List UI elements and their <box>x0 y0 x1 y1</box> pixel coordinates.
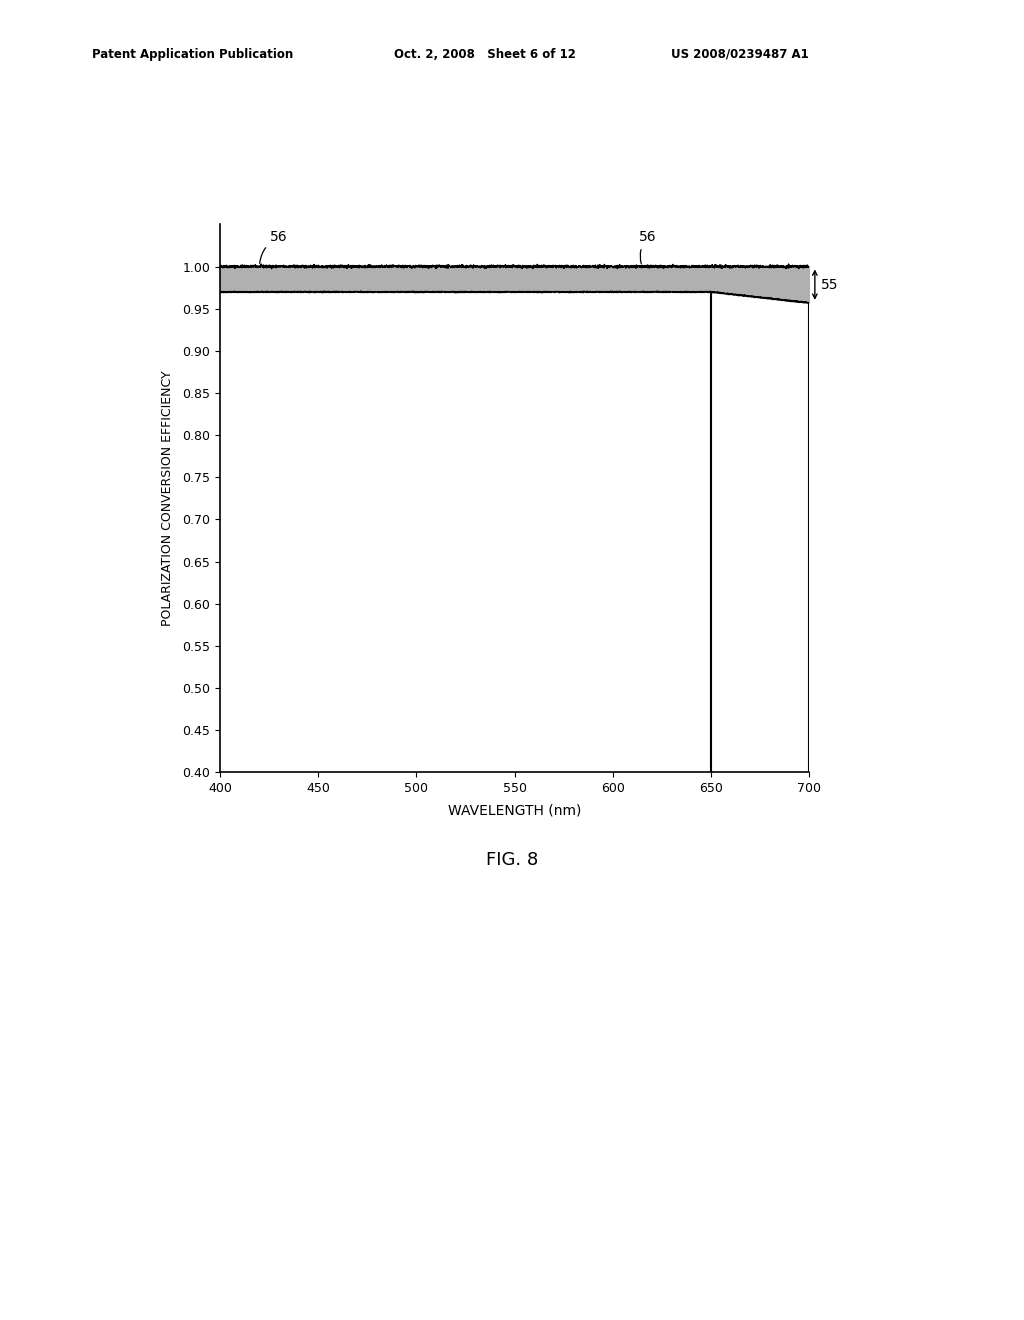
Y-axis label: POLARIZATION CONVERSION EFFICIENCY: POLARIZATION CONVERSION EFFICIENCY <box>161 371 174 626</box>
Text: 56: 56 <box>260 230 288 264</box>
X-axis label: WAVELENGTH (nm): WAVELENGTH (nm) <box>447 804 582 817</box>
Text: 55: 55 <box>820 277 839 292</box>
Text: US 2008/0239487 A1: US 2008/0239487 A1 <box>671 48 809 61</box>
Text: Patent Application Publication: Patent Application Publication <box>92 48 294 61</box>
Text: FIG. 8: FIG. 8 <box>485 851 539 870</box>
Text: 56: 56 <box>639 230 656 264</box>
Text: Oct. 2, 2008   Sheet 6 of 12: Oct. 2, 2008 Sheet 6 of 12 <box>394 48 577 61</box>
